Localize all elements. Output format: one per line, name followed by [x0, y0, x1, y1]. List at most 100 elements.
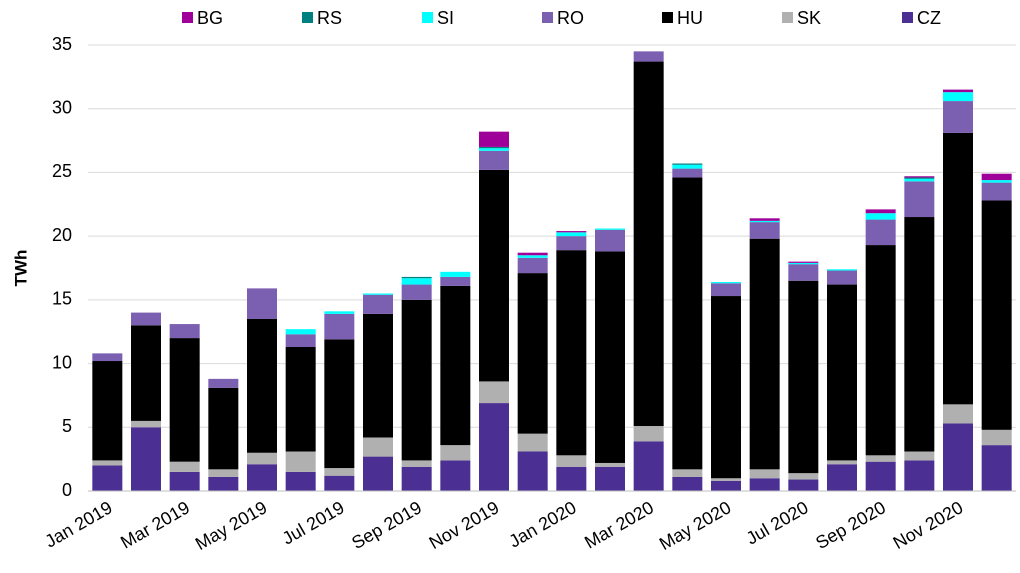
bar-segment	[981, 445, 1012, 491]
bar-segment	[92, 465, 123, 491]
bar-segment	[749, 469, 780, 479]
bar-segment	[363, 313, 393, 438]
bar-segment	[285, 347, 316, 452]
x-tick-label: Jan 2019	[42, 497, 116, 551]
bar-segment	[904, 177, 935, 179]
bar-segment	[749, 222, 780, 239]
bar-segment	[169, 461, 200, 472]
y-tick-label: 5	[62, 416, 72, 436]
bar-segment	[981, 180, 1012, 183]
legend-label: RO	[557, 8, 584, 28]
x-tick-label: Jan 2020	[506, 497, 580, 551]
bar-segment	[169, 471, 200, 491]
bar-segment	[904, 217, 935, 452]
bar-segment	[324, 311, 355, 314]
bar-segment	[788, 280, 819, 474]
bar-segment	[556, 250, 587, 456]
bar-segment	[865, 245, 896, 456]
bar-segment	[672, 164, 703, 169]
x-tick-label: Nov 2019	[426, 497, 503, 553]
bar-segment	[285, 334, 316, 348]
bar-segment	[633, 441, 664, 491]
bar-segment	[440, 285, 471, 446]
bar-segment	[285, 451, 316, 472]
bar-segment	[131, 427, 161, 491]
bar-segment	[827, 464, 857, 491]
bar-segment	[749, 238, 780, 470]
bar-segment	[208, 378, 239, 388]
x-tick-label: Jul 2019	[279, 497, 348, 548]
bar-segment	[285, 329, 316, 335]
bar-segment	[401, 299, 432, 461]
bar-segment	[943, 132, 973, 405]
bar-segment	[247, 318, 277, 453]
bar-segment	[904, 176, 935, 178]
bar-segment	[827, 269, 857, 271]
bar-segment	[324, 339, 355, 469]
bar-segment	[479, 150, 509, 170]
bar-segment	[247, 464, 277, 491]
bar-segment	[788, 261, 819, 263]
bar-segment	[169, 324, 200, 339]
bar-segment	[285, 471, 316, 491]
bar-segment	[92, 353, 123, 362]
bar-segment	[827, 460, 857, 465]
bar-segment	[324, 313, 355, 340]
bar-segment	[633, 61, 664, 427]
bar-segment	[324, 468, 355, 476]
bar-segment	[556, 466, 587, 491]
bar-segment	[633, 51, 664, 62]
bar-segment	[788, 262, 819, 265]
bar-segment	[711, 283, 741, 297]
bar-segment	[479, 148, 509, 151]
bar-segment	[672, 168, 703, 178]
bar-segment	[865, 461, 896, 491]
x-tick-label: Sep 2020	[812, 497, 889, 553]
y-tick-label: 30	[52, 97, 72, 117]
legend-swatch	[782, 12, 793, 23]
bar-segment	[711, 480, 741, 491]
bar-segment	[247, 288, 277, 319]
bar-segment	[479, 381, 509, 404]
bar-segment	[711, 478, 741, 481]
bar-segment	[788, 479, 819, 491]
bar-segment	[904, 451, 935, 461]
bar-segment	[672, 476, 703, 491]
bar-segment	[749, 218, 780, 221]
bar-segment	[517, 255, 548, 258]
x-tick-label: Mar 2020	[581, 497, 657, 552]
bar-segment	[208, 476, 239, 491]
legend-swatch	[182, 12, 193, 23]
bar-segment	[440, 445, 471, 461]
bar-segment	[517, 433, 548, 452]
bar-segment	[363, 437, 393, 457]
x-tick-label: May 2020	[656, 497, 734, 554]
bar-segment	[131, 325, 161, 421]
bar-segment	[865, 209, 896, 214]
legend-label: SI	[437, 8, 454, 28]
bar-segment	[865, 219, 896, 246]
bar-segment	[672, 163, 703, 165]
bar-segment	[517, 257, 548, 274]
legend-label: HU	[677, 8, 703, 28]
bar-segment	[943, 89, 973, 93]
bar-segment	[633, 426, 664, 442]
bar-segment	[92, 361, 123, 461]
legend-swatch	[662, 12, 673, 23]
bar-segment	[556, 232, 587, 237]
bar-segment	[981, 200, 1012, 430]
legend-label: SK	[797, 8, 821, 28]
bar-segment	[595, 229, 625, 252]
bar-segment	[401, 276, 432, 279]
legend-swatch	[542, 12, 553, 23]
bar-segment	[208, 387, 239, 470]
bar-segment	[981, 182, 1012, 201]
bar-segment	[479, 146, 509, 149]
bar-segment	[827, 270, 857, 285]
bar-segment	[943, 404, 973, 424]
legend-swatch	[302, 12, 313, 23]
bar-segment	[749, 478, 780, 491]
bar-segment	[440, 271, 471, 277]
bar-segment	[517, 273, 548, 434]
